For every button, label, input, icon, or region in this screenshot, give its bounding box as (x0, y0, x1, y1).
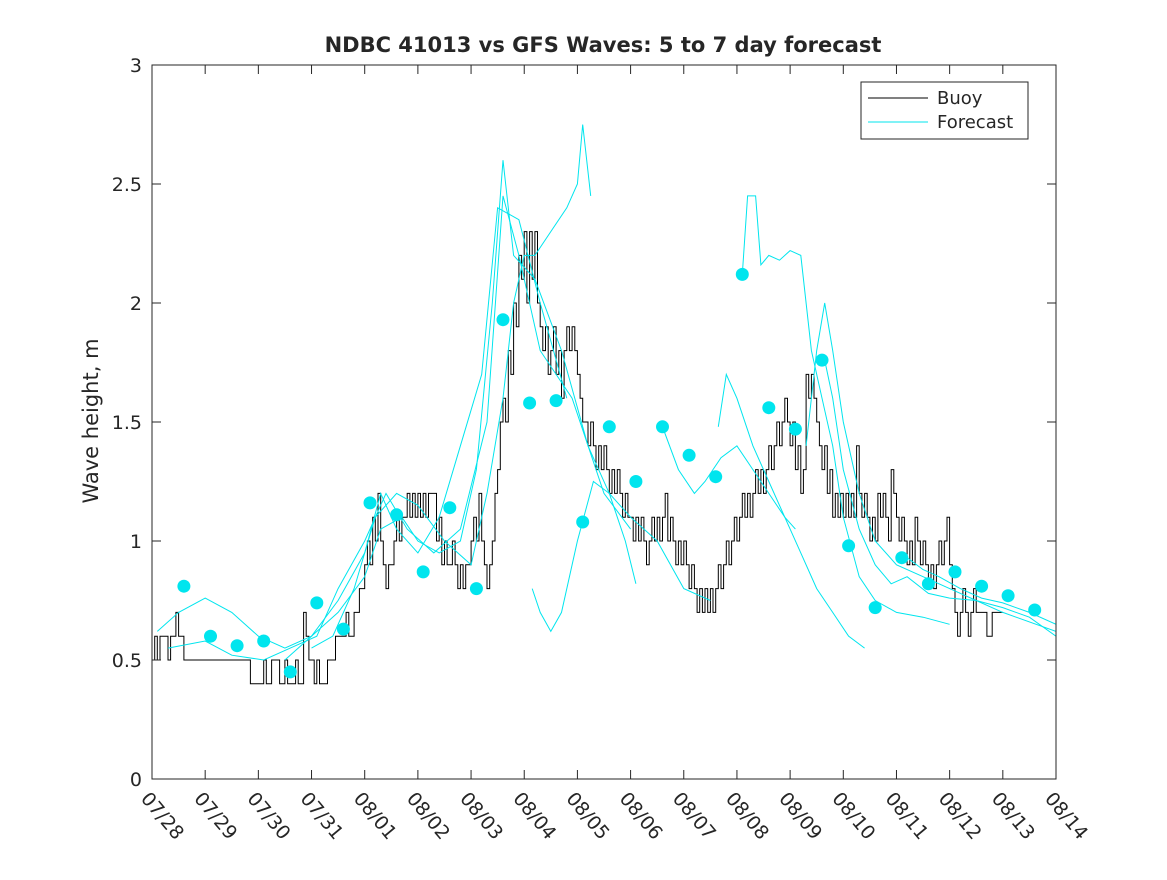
forecast-start-point-25 (842, 539, 856, 553)
forecast-start-point-12 (496, 313, 510, 327)
forecast-start-point-4 (283, 665, 297, 679)
forecast-start-point-13 (523, 396, 537, 410)
forecast-start-point-9 (416, 565, 430, 579)
forecast-start-point-8 (390, 508, 404, 522)
forecast-start-point-17 (629, 475, 643, 488)
legend-label-forecast: Forecast (937, 112, 1013, 133)
x-tick-label-15: 08/12 (934, 788, 986, 844)
forecast-start-point-27 (895, 551, 909, 565)
x-tick-label-3: 07/31 (296, 788, 348, 844)
y-axis-label: Wave height, m (79, 338, 103, 503)
forecast-series-line-7 (741, 195, 950, 625)
forecast-start-point-18 (656, 420, 669, 434)
x-tick-label-14: 08/11 (881, 788, 933, 844)
forecast-start-point-10 (443, 501, 457, 515)
forecast-series-line-9 (824, 359, 1056, 637)
forecast-start-point-16 (602, 420, 616, 434)
legend: Buoy Forecast (860, 81, 1029, 140)
x-tick-label-8: 08/05 (562, 788, 614, 844)
forecast-start-point-15 (576, 515, 590, 529)
forecast-start-point-31 (1001, 589, 1015, 603)
x-tick-label-17: 08/14 (1040, 788, 1092, 844)
forecast-series-line-3 (311, 124, 592, 649)
x-tick-label-7: 08/04 (508, 788, 560, 844)
x-tick-label-10: 08/07 (668, 788, 720, 844)
x-tick-label-5: 08/02 (402, 788, 454, 844)
forecast-start-point-29 (948, 565, 962, 579)
forecast-series-line-2 (284, 160, 711, 661)
forecast-start-point-14 (549, 394, 563, 408)
forecast-start-point-7 (363, 496, 377, 510)
x-tick-label-9: 08/06 (615, 788, 667, 844)
x-tick-label-4: 08/01 (349, 788, 401, 844)
plot-area (152, 124, 1056, 685)
y-tick-label-4: 2 (130, 293, 142, 315)
x-tick-label-1: 07/29 (189, 788, 241, 844)
x-tick-label-6: 08/03 (455, 788, 507, 844)
forecast-start-point-21 (735, 267, 749, 281)
forecast-series-line-6 (717, 372, 865, 649)
y-tick-label-5: 2.5 (112, 174, 142, 196)
x-tick-label-13: 08/10 (827, 788, 879, 844)
forecast-series-line-10 (906, 557, 1056, 625)
y-tick-label-6: 3 (130, 55, 142, 77)
chart-title: NDBC 41013 vs GFS Waves: 5 to 7 day fore… (325, 33, 882, 57)
forecast-start-point-23 (788, 422, 802, 436)
forecast-start-point-6 (336, 622, 350, 636)
forecast-start-point-2 (230, 639, 244, 653)
forecast-start-point-11 (469, 582, 483, 596)
forecast-start-point-30 (975, 579, 989, 593)
x-tick-label-0: 07/28 (136, 788, 188, 844)
y-tick-label-1: 0.5 (112, 650, 142, 672)
x-tick-label-16: 08/13 (987, 788, 1039, 844)
forecast-start-point-1 (204, 629, 217, 643)
forecast-start-point-24 (815, 353, 829, 367)
forecast-start-point-3 (257, 634, 271, 648)
x-tick-label-2: 07/30 (243, 788, 295, 844)
x-tick-label-12: 08/09 (774, 788, 826, 844)
y-tick-label-2: 1 (130, 531, 142, 553)
x-tick-label-11: 08/08 (721, 788, 773, 844)
y-tick-label-3: 1.5 (112, 412, 142, 434)
forecast-start-point-26 (868, 601, 882, 615)
forecast-start-point-5 (310, 596, 324, 610)
forecast-series-line-4 (531, 480, 637, 633)
forecast-series-line-0 (156, 206, 568, 649)
forecast-series-line-5 (662, 426, 796, 530)
buoy-series-line (152, 231, 1003, 685)
forecast-start-point-20 (709, 470, 723, 484)
legend-box (860, 81, 1029, 140)
forecast-start-point-19 (682, 448, 696, 462)
forecast-start-point-28 (921, 577, 935, 591)
forecast-series-line-1 (167, 195, 632, 661)
y-tick-label-0: 0 (130, 769, 142, 791)
forecast-start-point-0 (177, 579, 191, 593)
forecast-start-point-32 (1028, 603, 1042, 617)
forecast-start-point-22 (762, 401, 776, 415)
legend-label-buoy: Buoy (937, 88, 983, 109)
